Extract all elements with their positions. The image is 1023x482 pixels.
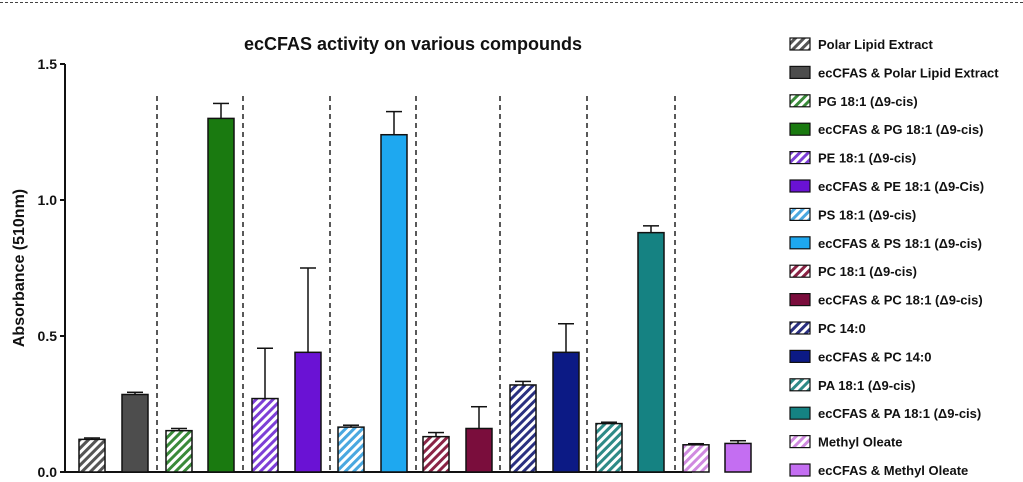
- bar-4: [207, 117, 235, 473]
- bar-9: [422, 435, 450, 473]
- legend-label-13: PA 18:1 (Δ9-cis): [818, 378, 916, 393]
- bar-6: [294, 351, 322, 473]
- legend-label-8: ecCFAS & PS 18:1 (Δ9-cis): [818, 236, 982, 251]
- legend-label-5: PE 18:1 (Δ9-cis): [818, 151, 916, 166]
- legend-swatch-3: [789, 94, 811, 108]
- y-axis-label: Absorbance (510nm): [11, 189, 28, 347]
- legend-label-1: Polar Lipid Extract: [818, 37, 934, 52]
- legend-label-14: ecCFAS & PA 18:1 (Δ9-cis): [818, 406, 981, 421]
- legend-swatch-5: [789, 151, 811, 165]
- legend-swatch-16: [789, 463, 811, 477]
- legend-swatch-15: [789, 435, 811, 449]
- bar-14: [637, 231, 665, 473]
- legend: Polar Lipid Extract ecCFAS & Polar Lipid …: [789, 37, 999, 478]
- top-dashed-border: [0, 2, 1023, 3]
- legend-swatch-9: [789, 264, 811, 278]
- legend-label-3: PG 18:1 (Δ9-cis): [818, 94, 918, 109]
- legend-label-11: PC 14:0: [818, 321, 866, 336]
- bar-3: [165, 429, 193, 473]
- chart-title: ecCFAS activity on various compounds: [244, 34, 582, 54]
- legend-label-12: ecCFAS & PC 14:0: [818, 349, 931, 364]
- legend-swatch-11: [789, 321, 811, 335]
- bar-5: [251, 397, 279, 473]
- y-tick-label: 0.0: [38, 464, 58, 480]
- legend-swatch-7: [789, 207, 811, 221]
- bar-11: [509, 384, 537, 473]
- bar-2: [121, 393, 149, 473]
- y-tick-label: 1.0: [38, 192, 58, 208]
- legend-label-2: ecCFAS & Polar Lipid Extract: [818, 65, 999, 80]
- legend-swatch-2: [789, 65, 811, 80]
- legend-swatch-10: [789, 293, 811, 307]
- bar-13: [595, 422, 623, 473]
- legend-swatch-6: [789, 179, 811, 193]
- legend-swatch-1: [789, 37, 811, 51]
- bar-10: [465, 427, 493, 473]
- bars: [78, 102, 752, 473]
- legend-label-9: PC 18:1 (Δ9-cis): [818, 264, 917, 279]
- axes: 0.0 0.5 1.0 1.5: [38, 56, 692, 480]
- legend-label-6: ecCFAS & PE 18:1 (Δ9-Cis): [818, 179, 984, 194]
- legend-label-7: PS 18:1 (Δ9-cis): [818, 207, 916, 222]
- legend-swatch-14: [789, 406, 811, 420]
- y-tick-label: 0.5: [38, 328, 58, 344]
- legend-label-10: ecCFAS & PC 18:1 (Δ9-cis): [818, 293, 983, 308]
- legend-swatch-12: [789, 349, 811, 363]
- bar-1: [78, 438, 106, 473]
- bar-8: [380, 133, 408, 473]
- legend-swatch-8: [789, 236, 811, 250]
- y-tick-label: 1.5: [38, 56, 58, 72]
- legend-swatch-13: [789, 378, 811, 392]
- legend-label-15: Methyl Oleate: [818, 435, 903, 450]
- legend-label-16: ecCFAS & Methyl Oleate: [818, 463, 968, 478]
- legend-swatch-4: [789, 122, 811, 136]
- legend-label-4: ecCFAS & PG 18:1 (Δ9-cis): [818, 122, 983, 137]
- bar-15: [682, 444, 710, 473]
- bar-7: [337, 426, 365, 473]
- bar-16: [724, 442, 752, 473]
- bar-12: [552, 351, 580, 473]
